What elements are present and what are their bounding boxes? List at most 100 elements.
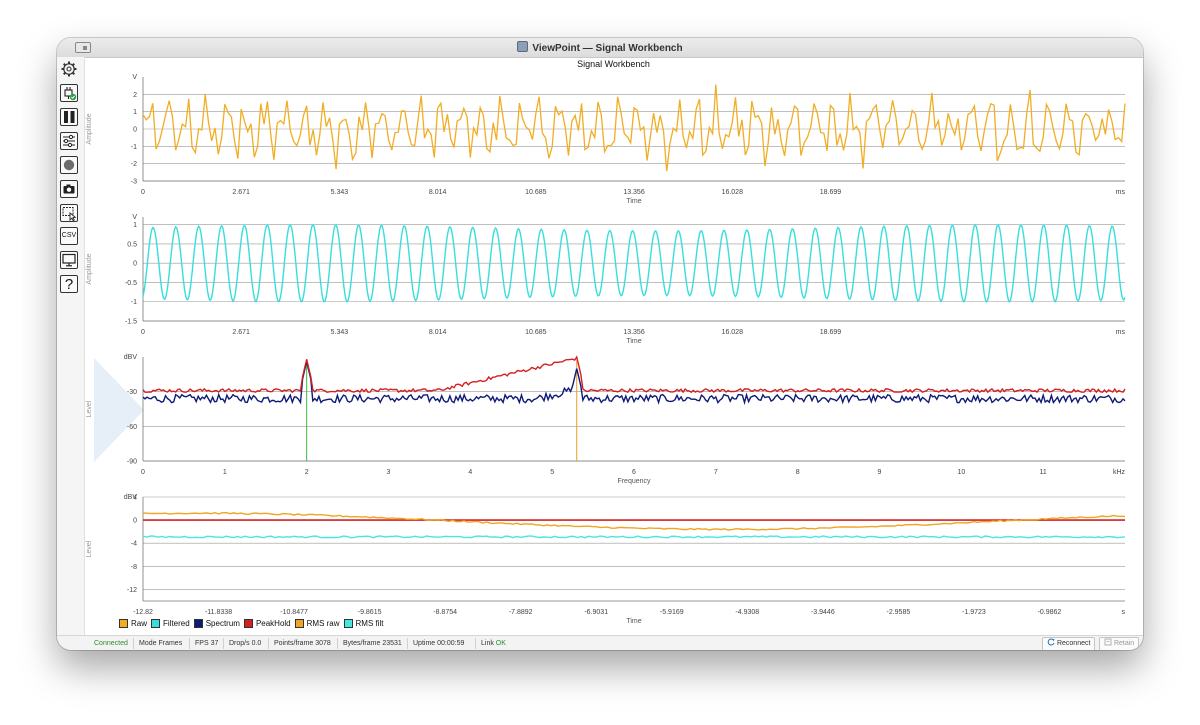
x-tick-label: 0 [141, 329, 145, 336]
drops-status: Drop/s 0.0 [229, 640, 261, 647]
select-button[interactable] [60, 204, 78, 222]
legend-item-peakhold[interactable]: PeakHold [243, 619, 291, 628]
collapse-arrow-icon [94, 358, 144, 462]
filters-button[interactable] [60, 132, 78, 150]
status-separator [268, 638, 269, 649]
mode-label: Mode [139, 640, 157, 647]
connect-button[interactable] [60, 84, 78, 102]
status-separator [337, 638, 338, 649]
y-tick-label: -90 [127, 459, 137, 466]
y-tick-label: -60 [127, 424, 137, 431]
x-tick-label: 5.343 [331, 329, 349, 336]
x-tick-label: -12.82 [133, 609, 153, 616]
pause-button[interactable] [60, 108, 78, 126]
fps-status: FPS 37 [195, 640, 218, 647]
x-tick-label: 2.671 [232, 329, 250, 336]
x-tick-label: -7.8892 [509, 609, 533, 616]
legend-item-raw[interactable]: Raw [119, 619, 147, 628]
settings-button[interactable] [60, 60, 78, 78]
legend-item-filtered[interactable]: Filtered [151, 619, 190, 628]
drops-label: Drop/s [229, 640, 250, 647]
sidebar-toggle-icon[interactable] [75, 42, 91, 53]
y-tick-label: 0 [133, 127, 137, 134]
legend-label: RMS filt [355, 619, 384, 628]
y-tick-label: 1 [133, 222, 137, 229]
y-tick-label: 4 [133, 495, 137, 502]
y-tick-label: 0.5 [127, 241, 137, 248]
display-button[interactable] [60, 251, 78, 269]
uptime-status: Uptime 00:00:59 [413, 640, 464, 647]
x-tick-label: 0 [141, 189, 145, 196]
fps-value: 37 [210, 640, 219, 647]
legend-item-spectrum[interactable]: Spectrum [193, 619, 240, 628]
legend-swatch [294, 619, 304, 628]
status-bar: Connected Mode Frames FPS 37 Drop/s 0.0 … [57, 635, 1143, 650]
points-value: 3078 [315, 640, 331, 647]
help-button[interactable]: ? [60, 275, 78, 293]
legend: Raw Filtered Spectrum PeakHold RMS raw RMS fi… [119, 619, 388, 628]
y-tick-label: -4 [131, 541, 137, 548]
x-unit-label: ms [1116, 329, 1126, 336]
y-axis-label: Level [86, 540, 93, 557]
x-tick-label: 8.014 [429, 329, 447, 336]
legend-label: Spectrum [205, 619, 240, 628]
y-unit-label: V [132, 74, 137, 81]
x-tick-label: 10.685 [525, 329, 547, 336]
y-tick-label: -1.5 [125, 319, 137, 326]
x-tick-label: -3.9446 [811, 609, 835, 616]
legend-item-rms_raw[interactable]: RMS raw [294, 619, 340, 628]
reconnect-button[interactable]: Reconnect [1042, 637, 1096, 650]
x-tick-label: -2.9585 [887, 609, 911, 616]
x-tick-label: 13.356 [623, 329, 645, 336]
x-tick-label: 10 [957, 469, 965, 476]
x-unit-label: ms [1116, 189, 1126, 196]
export-csv-button[interactable]: CSV [60, 227, 78, 245]
filtered-series-line [142, 223, 1126, 303]
selection-icon [62, 207, 77, 221]
mode-value: Frames [158, 640, 183, 647]
legend-item-rms_filt[interactable]: RMS filt [343, 619, 384, 628]
status-separator [407, 638, 408, 649]
x-tick-label: -10.8477 [280, 609, 308, 616]
mode-status: Mode Frames [139, 640, 182, 647]
retain-label: Retain [1113, 640, 1135, 647]
snapshot-button[interactable] [60, 180, 78, 198]
y-unit-label: V [132, 214, 137, 221]
x-axis-label: Time [626, 198, 641, 205]
x-tick-label: 5.343 [331, 189, 349, 196]
y-axis-label: Amplitude [86, 113, 93, 144]
y-tick-label: 0 [133, 261, 137, 268]
refresh-icon [1047, 638, 1055, 646]
retain-button[interactable]: Retain [1099, 637, 1140, 650]
uptime-value: 00:00:59 [437, 640, 465, 647]
x-tick-label: -1.9723 [962, 609, 986, 616]
y-tick-label: -12 [127, 587, 137, 594]
y-axis-label: Amplitude [86, 253, 93, 284]
x-tick-label: -5.9169 [660, 609, 684, 616]
x-tick-label: -0.9862 [1038, 609, 1062, 616]
legend-label: Filtered [163, 619, 190, 628]
points-status: Points/frame 3078 [274, 640, 331, 647]
status-separator [133, 638, 134, 649]
y-tick-label: -0.5 [125, 280, 137, 287]
left-toolbar: CSV ? [57, 57, 85, 635]
help-icon: ? [64, 276, 74, 293]
link-value: OK [495, 640, 506, 647]
y-unit-label: dBV [124, 494, 138, 501]
x-tick-label: -9.8615 [358, 609, 382, 616]
x-tick-label: 3 [387, 469, 391, 476]
uptime-label: Uptime [413, 640, 436, 647]
monitor-icon [62, 253, 76, 267]
sliders-icon [63, 134, 75, 148]
y-tick-label: -1 [131, 144, 137, 151]
fps-label: FPS [195, 640, 209, 647]
record-button[interactable] [60, 156, 78, 174]
rms_filt-series-line [142, 535, 1126, 539]
legend-label: Raw [131, 619, 148, 628]
legend-swatch [243, 619, 253, 628]
legend-swatch [193, 619, 203, 628]
x-axis-label: Frequency [617, 478, 651, 485]
bytes-value: 23531 [382, 640, 402, 647]
x-tick-label: 1 [223, 469, 227, 476]
x-tick-label: 18.699 [820, 329, 842, 336]
